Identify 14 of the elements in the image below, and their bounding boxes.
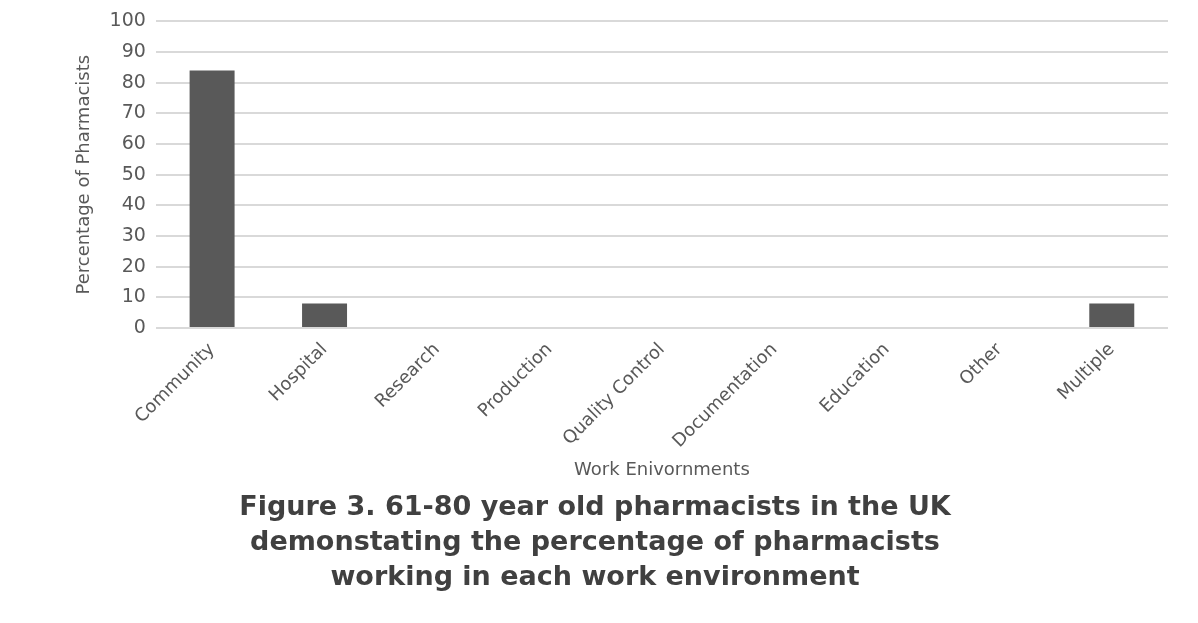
- text: Figure 3. 61-80 year old pharmacists in the UK demonstating the percentage of pharmacists working in each work environment: [238, 489, 952, 594]
- y-tick-label: 70: [121, 100, 146, 123]
- y-tick-label: 60: [121, 130, 146, 153]
- y-axis-title: Percentage of Pharmacists: [72, 54, 94, 295]
- y-tick-label: 80: [121, 69, 146, 92]
- y-tick-label: 100: [109, 8, 146, 31]
- y-tick-label: 30: [121, 222, 146, 245]
- y-tick-label: 0: [133, 314, 146, 337]
- y-tick-label: 50: [121, 161, 146, 184]
- x-axis-title: Work Enivornments: [574, 457, 750, 479]
- y-tick-label: 40: [121, 192, 146, 215]
- y-tick-label: 20: [121, 253, 146, 276]
- y-tick-label: 90: [121, 39, 146, 61]
- y-tick-label: 10: [121, 284, 146, 307]
